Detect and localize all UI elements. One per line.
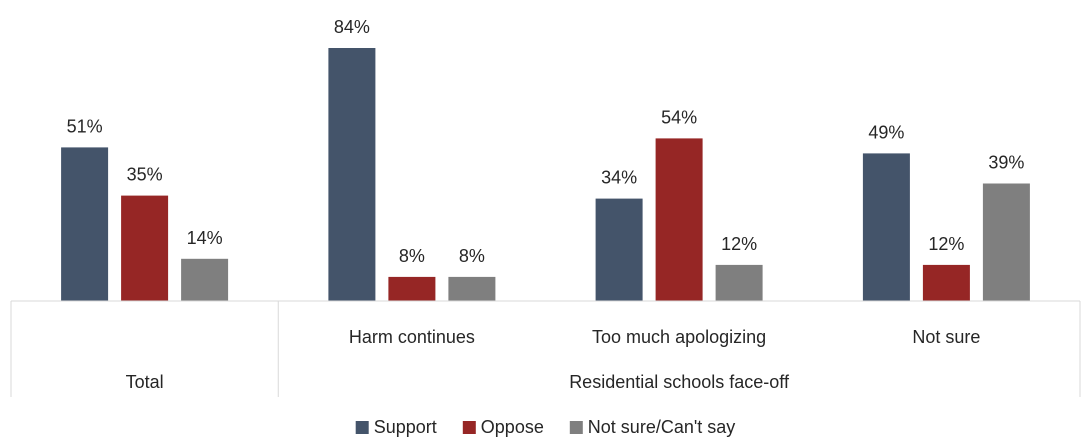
category-label: Not sure <box>912 327 980 347</box>
group-label: Total <box>126 372 164 392</box>
data-label: 51% <box>67 116 103 136</box>
data-label: 12% <box>721 234 757 254</box>
bar-oppose-1 <box>388 276 436 301</box>
bar-oppose-2 <box>655 138 703 301</box>
data-labels-layer: 51% 35% 14% 84% 8% 8% 34% 54% 12% 49% 12% 39% <box>67 17 1025 266</box>
bar-support-0 <box>61 147 109 301</box>
legend-label: Oppose <box>481 417 544 437</box>
legend-swatch-not-sure-can-t-say <box>569 421 583 434</box>
category-label: Too much apologizing <box>592 327 766 347</box>
legend-label: Support <box>374 417 437 437</box>
data-label: 12% <box>928 234 964 254</box>
category-axis: Harm continues Too much apologizing Not su… <box>10 300 1081 397</box>
bar-not-sure-can-t-say-2 <box>715 264 763 301</box>
bar-not-sure-can-t-say-1 <box>448 276 496 301</box>
legend-swatch-support <box>355 421 369 434</box>
data-label: 54% <box>661 107 697 127</box>
bar-support-3 <box>862 153 910 301</box>
group-label: Residential schools face-off <box>569 372 790 392</box>
bar-not-sure-can-t-say-0 <box>181 258 229 301</box>
data-label: 35% <box>127 165 163 185</box>
bar-support-2 <box>595 198 643 301</box>
data-label: 8% <box>459 246 485 266</box>
category-label: Harm continues <box>349 327 475 347</box>
legend-label: Not sure/Can't say <box>588 417 736 437</box>
data-label: 34% <box>601 168 637 188</box>
legend: Support Oppose Not sure/Can't say <box>355 417 736 437</box>
bars-layer <box>61 48 1030 301</box>
data-label: 14% <box>187 228 223 248</box>
bar-oppose-3 <box>922 264 970 301</box>
data-label: 8% <box>399 246 425 266</box>
data-label: 39% <box>988 153 1024 173</box>
bar-not-sure-can-t-say-3 <box>982 183 1030 301</box>
bar-oppose-0 <box>121 195 169 301</box>
data-label: 84% <box>334 17 370 37</box>
legend-swatch-oppose <box>462 421 476 434</box>
data-label: 49% <box>868 122 904 142</box>
bar-support-1 <box>328 48 376 301</box>
